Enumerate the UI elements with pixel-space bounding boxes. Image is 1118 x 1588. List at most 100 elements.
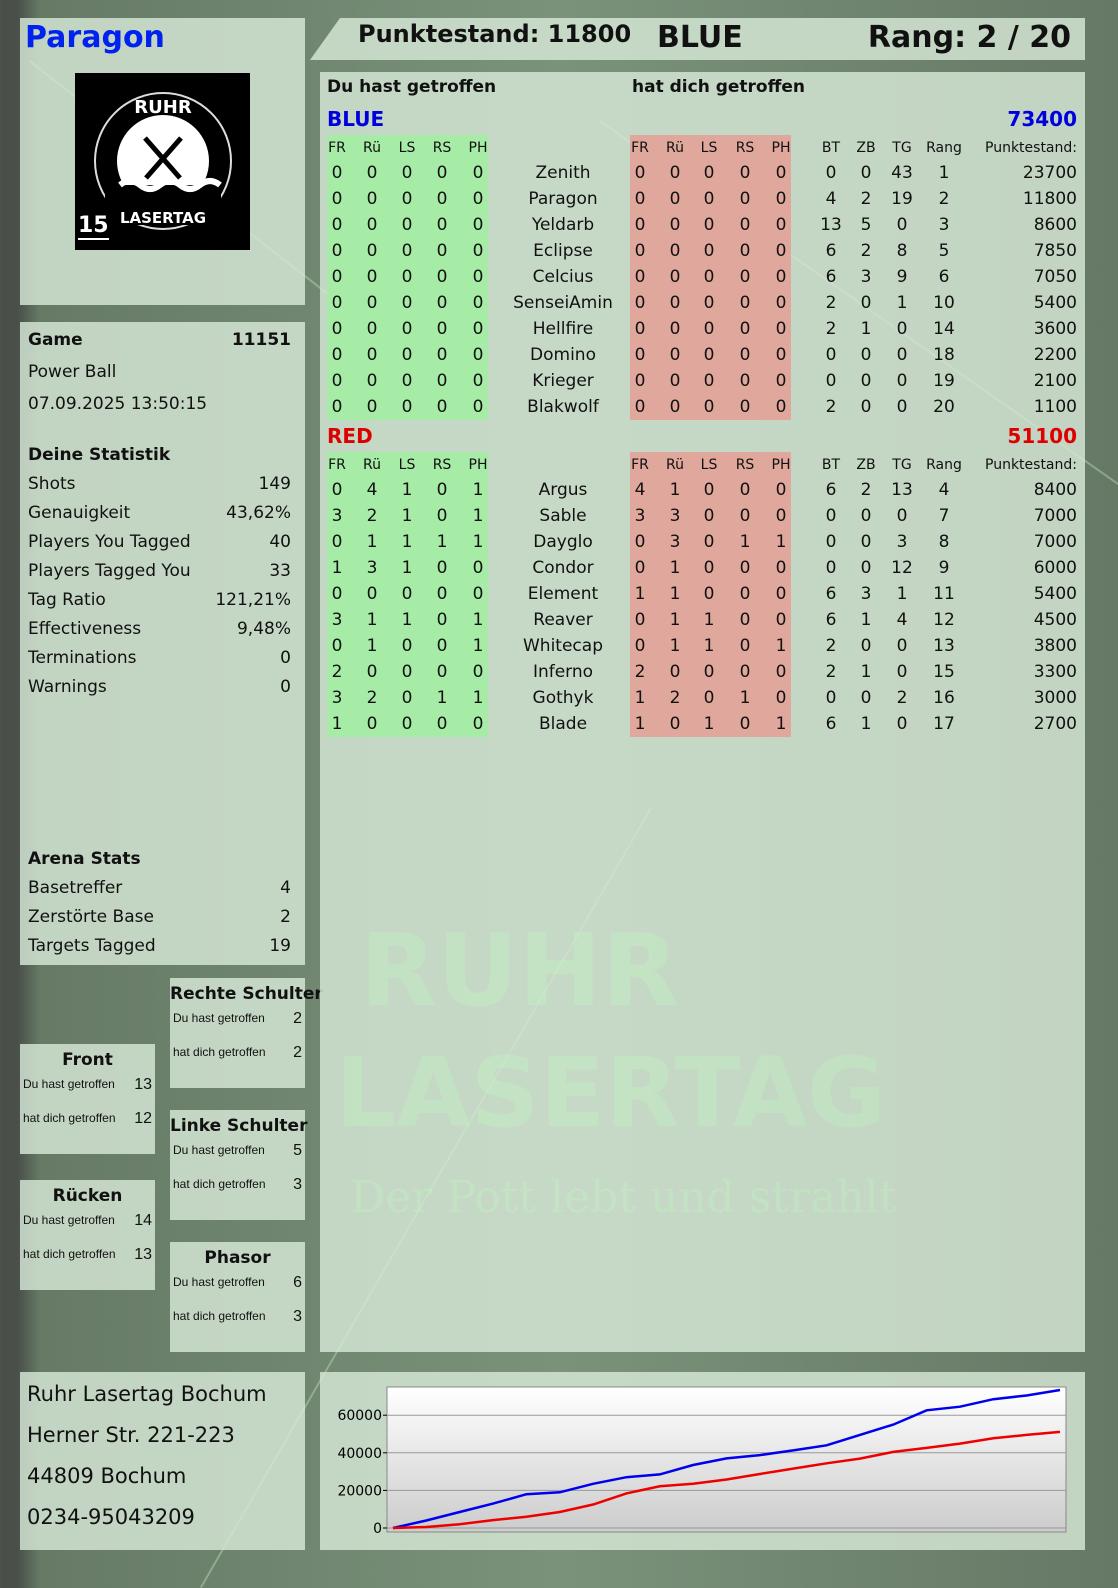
you-hit-cell: 0 <box>355 163 389 183</box>
you-hit-cell: 0 <box>355 241 389 261</box>
player-panel: Paragon RUHR LASERTAG 15 <box>20 18 305 305</box>
svg-text:RUHR: RUHR <box>134 97 192 118</box>
stat-label: Shots <box>28 474 76 494</box>
player-name: Eclipse <box>498 241 628 261</box>
header-bar: Punktestand: 11800 BLUE Rang: 2 / 20 <box>310 18 1085 60</box>
zone-got-label: hat dich getroffen <box>23 1247 116 1261</box>
hit-you-cell: 0 <box>658 397 692 417</box>
you-hit-cell: 0 <box>425 558 459 578</box>
address-line: Herner Str. 221-223 <box>27 1423 235 1447</box>
stat-cell: 18 <box>927 345 961 365</box>
team-total: 51100 <box>1007 424 1077 448</box>
hit-you-cell: 0 <box>728 371 762 391</box>
hit-you-cell: 0 <box>692 215 726 235</box>
you-hit-cell: 0 <box>390 397 424 417</box>
stat-value: 40 <box>269 532 291 552</box>
you-hit-cell: 0 <box>425 267 459 287</box>
you-hit-cell: 0 <box>425 714 459 734</box>
stat-cell: 0 <box>849 293 883 313</box>
y-tick-label: 20000 <box>337 1483 382 1499</box>
arena-value: 4 <box>280 878 291 898</box>
you-hit-heading: Du hast getroffen <box>327 77 496 97</box>
stat-cell: 6 <box>814 714 848 734</box>
col-header: PH <box>458 140 498 156</box>
you-hit-cell: 0 <box>355 189 389 209</box>
you-hit-cell: 2 <box>320 662 354 682</box>
zone-hit-value: 5 <box>293 1142 302 1160</box>
stat-cell: 1 <box>849 610 883 630</box>
player-name: Celcius <box>498 267 628 287</box>
player-name: Blakwolf <box>498 397 628 417</box>
stat-cell: 0 <box>814 506 848 526</box>
col-header: PH <box>458 457 498 473</box>
col-header: LS <box>689 140 729 156</box>
hit-you-cell: 0 <box>728 319 762 339</box>
zone-got-value: 3 <box>293 1308 302 1326</box>
you-hit-cell: 0 <box>320 163 354 183</box>
game-label: Game <box>28 330 83 350</box>
score-cell: 7000 <box>1034 532 1077 552</box>
you-hit-cell: 0 <box>320 319 354 339</box>
stat-cell: 0 <box>849 163 883 183</box>
you-hit-cell: 0 <box>355 371 389 391</box>
hit-you-cell: 1 <box>658 480 692 500</box>
you-hit-cell: 0 <box>320 636 354 656</box>
score-cell: 23700 <box>1023 163 1077 183</box>
score-cell: 2700 <box>1034 714 1077 734</box>
hit-you-cell: 0 <box>728 662 762 682</box>
you-hit-cell: 3 <box>320 610 354 630</box>
stat-value: 121,21% <box>215 590 291 610</box>
player-name: Dayglo <box>498 532 628 552</box>
stat-cell: 5 <box>927 241 961 261</box>
zone-got-label: hat dich getroffen <box>173 1309 266 1323</box>
you-hit-cell: 0 <box>390 241 424 261</box>
you-hit-cell: 1 <box>320 558 354 578</box>
stat-cell: 6 <box>814 241 848 261</box>
rank-label: Rang: 2 / 20 <box>868 20 1071 55</box>
you-hit-cell: 1 <box>355 636 389 656</box>
score-cell: 8600 <box>1034 215 1077 235</box>
stat-cell: 0 <box>849 558 883 578</box>
col-header: Rü <box>352 457 392 473</box>
hit-you-cell: 0 <box>728 397 762 417</box>
hit-you-cell: 0 <box>728 558 762 578</box>
hit-you-cell: 0 <box>623 397 657 417</box>
you-hit-cell: 1 <box>425 532 459 552</box>
hit-you-cell: 0 <box>764 558 798 578</box>
hit-you-cell: 0 <box>728 636 762 656</box>
stat-value: 149 <box>259 474 291 494</box>
stat-label: Players You Tagged <box>28 532 191 552</box>
col-header: TG <box>882 457 922 473</box>
you-hit-cell: 0 <box>320 189 354 209</box>
you-hit-cell: 1 <box>390 558 424 578</box>
stat-cell: 6 <box>814 584 848 604</box>
hit-you-cell: 0 <box>623 636 657 656</box>
hit-you-cell: 0 <box>692 662 726 682</box>
zone-hit-label: Du hast getroffen <box>173 1011 265 1025</box>
player-name: Domino <box>498 345 628 365</box>
stat-cell: 13 <box>885 480 919 500</box>
stat-cell: 15 <box>927 662 961 682</box>
zone-title: Linke Schulter <box>170 1116 305 1136</box>
stat-value: 0 <box>280 677 291 697</box>
hit-you-cell: 0 <box>764 267 798 287</box>
col-header: Rang <box>924 140 964 156</box>
team-logo: RUHR LASERTAG 15 <box>75 73 250 250</box>
you-hit-cell: 0 <box>461 371 495 391</box>
hit-you-cell: 0 <box>728 267 762 287</box>
score-cell: 2200 <box>1034 345 1077 365</box>
watermark-lasertag: LASERTAG <box>335 1037 886 1149</box>
zone-got-value: 12 <box>134 1110 152 1128</box>
col-header: LS <box>689 457 729 473</box>
col-header: LS <box>387 457 427 473</box>
you-hit-cell: 0 <box>390 714 424 734</box>
hit-you-cell: 0 <box>764 215 798 235</box>
hit-you-cell: 0 <box>623 532 657 552</box>
